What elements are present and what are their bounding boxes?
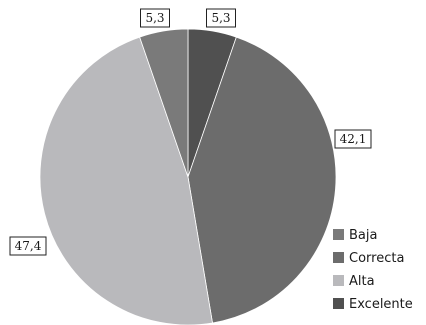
pie-slice-correcta <box>187 36 337 324</box>
legend-label: Excelente <box>349 297 413 312</box>
legend-item-alta: Alta <box>333 274 375 289</box>
legend-item-correcta: Correcta <box>333 251 404 266</box>
data-labels: 5,3 42,1 47,4 5,3 <box>9 8 372 256</box>
legend-label: Alta <box>349 274 375 289</box>
pie-slice-baja <box>139 28 189 178</box>
data-label-correcta: 42,1 <box>334 129 372 149</box>
legend-label: Baja <box>349 228 377 243</box>
data-label-excelente: 5,3 <box>206 8 236 28</box>
pie-slices <box>39 28 337 325</box>
legend-swatch <box>333 275 344 286</box>
pie-slice-alta <box>39 36 213 325</box>
legend-item-excelente: Excelente <box>333 297 413 312</box>
legend-label: Correcta <box>349 251 404 266</box>
legend-swatch <box>333 298 344 309</box>
data-label-text: 5,3 <box>145 11 164 25</box>
data-label-baja: 5,3 <box>140 8 170 28</box>
data-label-text: 5,3 <box>211 11 230 25</box>
data-label-text: 42,1 <box>340 132 367 146</box>
legend-swatch <box>333 229 344 240</box>
legend-item-baja: Baja <box>333 228 377 243</box>
legend: Baja Correcta Alta Excelente <box>333 228 413 312</box>
data-label-alta: 47,4 <box>9 236 47 256</box>
data-label-text: 47,4 <box>15 239 42 253</box>
legend-swatch <box>333 252 344 263</box>
